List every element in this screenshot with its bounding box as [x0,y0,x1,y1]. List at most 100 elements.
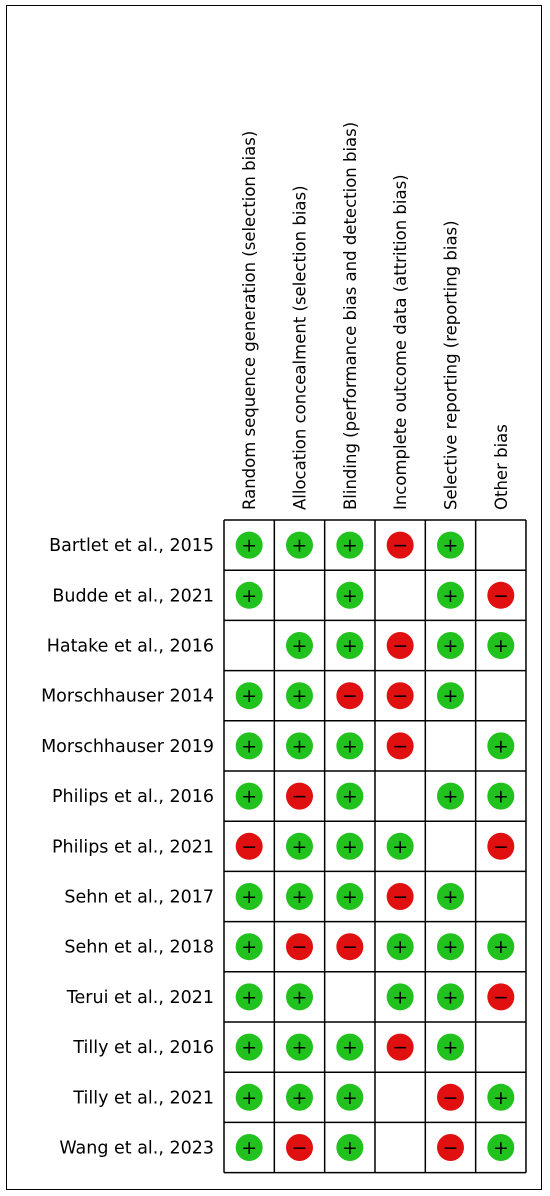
study-label: Philips et al., 2016 [52,787,214,807]
rating-symbol: + [292,635,308,657]
rating-symbol: + [392,936,408,958]
study-label: Sehn et al., 2018 [64,938,214,958]
high-risk-circle [386,682,414,710]
low-risk-mark: + [235,1033,263,1061]
high-risk-mark: − [336,933,364,961]
high-risk-circle [386,1033,414,1061]
high-risk-mark: − [285,1134,313,1161]
low-risk-mark: + [336,732,364,760]
high-risk-circle [386,632,414,659]
domain-header: Random sequence generation (selection bi… [240,131,259,510]
low-risk-mark: + [235,581,263,609]
grid [223,519,527,1174]
low-risk-circle [235,581,263,609]
rating-symbol: + [292,986,308,1008]
rating-symbol: + [292,1087,308,1109]
high-risk-circle [386,732,414,760]
low-risk-circle [336,1134,364,1161]
low-risk-mark: + [285,531,313,559]
rating-symbol: + [493,635,509,657]
low-risk-circle [436,1033,464,1061]
rating-symbol: + [292,1037,308,1059]
high-risk-mark: − [436,1083,464,1111]
rating-symbol: + [493,735,509,757]
rating-symbol: − [292,786,308,808]
rating-symbol: + [292,535,308,557]
rating-symbol: + [241,735,257,757]
rating-symbol: + [342,786,358,808]
rating-symbol: + [443,585,459,607]
low-risk-mark: + [436,581,464,609]
rating-symbol: + [342,1037,358,1059]
high-risk-mark: − [487,581,515,609]
low-risk-circle [386,983,414,1011]
rating-symbol: + [241,936,257,958]
low-risk-mark: + [235,782,263,810]
study-label: Budde et al., 2021 [52,586,214,606]
low-risk-mark: + [336,581,364,609]
rating-symbol: − [392,735,408,757]
rating-symbol: + [342,836,358,858]
low-risk-circle [235,682,263,710]
low-risk-circle [436,531,464,559]
low-risk-mark: + [235,1134,263,1161]
rating-symbol: + [342,535,358,557]
high-risk-circle [436,1134,464,1161]
low-risk-circle [285,682,313,710]
low-risk-mark: + [285,983,313,1011]
low-risk-circle [436,883,464,910]
low-risk-mark: + [336,1083,364,1111]
domain-header: Incomplete outcome data (attrition bias) [391,174,410,510]
rating-symbol: + [292,735,308,757]
rating-symbol: − [342,685,358,707]
rating-symbol: − [392,635,408,657]
rating-symbol: − [493,836,509,858]
rating-symbol: + [443,1037,459,1059]
low-risk-circle [436,682,464,710]
rating-symbol: + [443,786,459,808]
low-risk-mark: + [285,1083,313,1111]
low-risk-circle [235,1134,263,1161]
low-risk-circle [336,1033,364,1061]
rating-symbol: − [292,936,308,958]
low-risk-circle [285,883,313,910]
rating-symbol: + [342,735,358,757]
high-risk-mark: − [436,1134,464,1161]
rating-symbol: − [292,1137,308,1159]
low-risk-mark: + [436,883,464,910]
high-risk-mark: − [487,983,515,1011]
high-risk-mark: − [285,933,313,961]
rating-symbol: + [241,585,257,607]
low-risk-mark: + [285,732,313,760]
rating-symbol: + [392,986,408,1008]
low-risk-mark: + [487,782,515,810]
study-label: Sehn et al., 2017 [64,888,214,908]
high-risk-mark: − [487,832,515,860]
high-risk-circle [386,883,414,910]
low-risk-mark: + [285,1033,313,1061]
rating-symbol: + [241,886,257,908]
rating-symbol: + [493,1087,509,1109]
study-label: Tilly et al., 2016 [72,1038,214,1058]
rating-symbol: + [292,886,308,908]
rating-symbol: + [342,1087,358,1109]
study-label: Terui et al., 2021 [66,988,214,1008]
high-risk-mark: − [386,682,414,710]
rating-symbol: + [292,836,308,858]
low-risk-mark: + [436,531,464,559]
high-risk-circle [487,832,515,860]
rating-symbol: + [443,535,459,557]
low-risk-circle [235,1083,263,1111]
study-label: Tilly et al., 2021 [72,1088,214,1108]
low-risk-mark: + [235,682,263,710]
rating-symbol: + [241,1137,257,1159]
low-risk-circle [285,732,313,760]
high-risk-circle [336,933,364,961]
low-risk-circle [487,933,515,961]
high-risk-circle [436,1083,464,1111]
low-risk-mark: + [235,531,263,559]
rating-symbol: + [241,986,257,1008]
rating-symbol: − [392,685,408,707]
low-risk-mark: + [487,1134,515,1161]
